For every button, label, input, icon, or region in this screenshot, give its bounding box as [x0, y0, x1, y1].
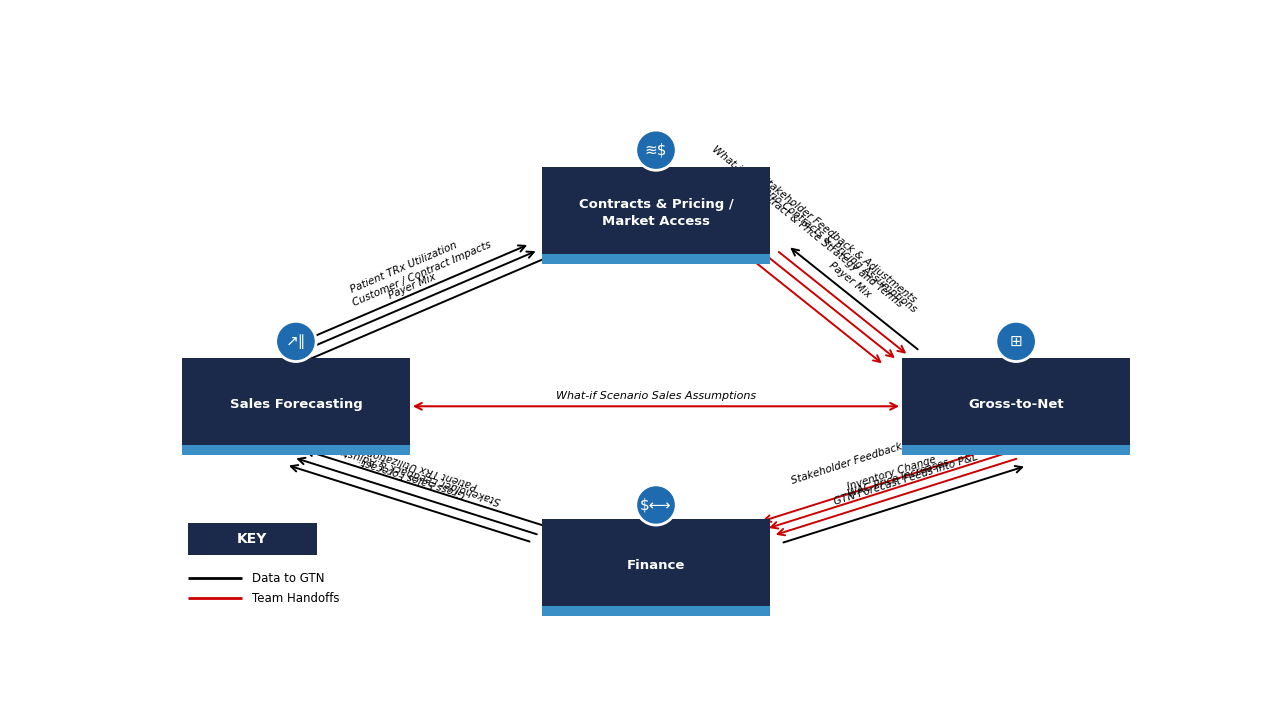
Text: $⟷: $⟷ — [640, 498, 672, 513]
Text: What-if Scenario Contracts & Pricing Assumptions: What-if Scenario Contracts & Pricing Ass… — [710, 144, 918, 314]
FancyBboxPatch shape — [188, 523, 316, 555]
Text: Stakeholder Feedback & Adjustments: Stakeholder Feedback & Adjustments — [790, 417, 979, 486]
Ellipse shape — [635, 484, 677, 526]
Text: Payer Mix: Payer Mix — [827, 261, 873, 300]
FancyBboxPatch shape — [541, 519, 771, 616]
Text: ↗∥: ↗∥ — [285, 334, 306, 349]
Text: Stakeholder Feedback & Adjustments: Stakeholder Feedback & Adjustments — [312, 437, 502, 506]
Ellipse shape — [275, 320, 317, 362]
FancyBboxPatch shape — [182, 358, 410, 455]
Text: Finance: Finance — [627, 559, 685, 572]
Text: Contracts & Pricing /
Market Access: Contracts & Pricing / Market Access — [579, 198, 733, 228]
Text: Customer / Contract Impacts: Customer / Contract Impacts — [351, 239, 493, 307]
Text: Gross Sales Forecast: Gross Sales Forecast — [361, 456, 467, 499]
Ellipse shape — [998, 323, 1034, 359]
FancyBboxPatch shape — [541, 254, 771, 264]
FancyBboxPatch shape — [541, 167, 771, 264]
Text: What-if Scenario Sales Assumptions: What-if Scenario Sales Assumptions — [556, 391, 756, 401]
Text: GTN Forecast Feeds into P&L: GTN Forecast Feeds into P&L — [833, 452, 979, 507]
Ellipse shape — [278, 323, 314, 359]
Text: Contract & Price Strategy and Terms: Contract & Price Strategy and Terms — [750, 182, 905, 309]
Text: Patient TRx Utilization: Patient TRx Utilization — [366, 446, 479, 490]
Text: Team Handoffs: Team Handoffs — [252, 592, 339, 605]
Text: Gross-to-Net: Gross-to-Net — [968, 398, 1064, 411]
Text: Payer Mix: Payer Mix — [387, 271, 438, 300]
Text: Inventory Change: Inventory Change — [846, 455, 937, 492]
Ellipse shape — [635, 130, 677, 171]
FancyBboxPatch shape — [902, 358, 1130, 455]
Text: Stakeholder Feedback & Adjustments: Stakeholder Feedback & Adjustments — [759, 174, 918, 305]
Ellipse shape — [637, 132, 675, 168]
Text: WAC Price Increases: WAC Price Increases — [846, 458, 950, 499]
FancyBboxPatch shape — [541, 606, 771, 616]
FancyBboxPatch shape — [182, 446, 410, 455]
Text: ≋$: ≋$ — [645, 143, 667, 158]
FancyBboxPatch shape — [902, 446, 1130, 455]
Text: KEY: KEY — [237, 532, 268, 546]
Ellipse shape — [637, 487, 675, 523]
Text: Sales Forecasting: Sales Forecasting — [229, 398, 362, 411]
Text: ⊞: ⊞ — [1010, 334, 1023, 349]
Ellipse shape — [995, 320, 1037, 362]
Text: Patient TRx Utilization: Patient TRx Utilization — [349, 240, 458, 294]
Text: Data to GTN: Data to GTN — [252, 572, 325, 585]
